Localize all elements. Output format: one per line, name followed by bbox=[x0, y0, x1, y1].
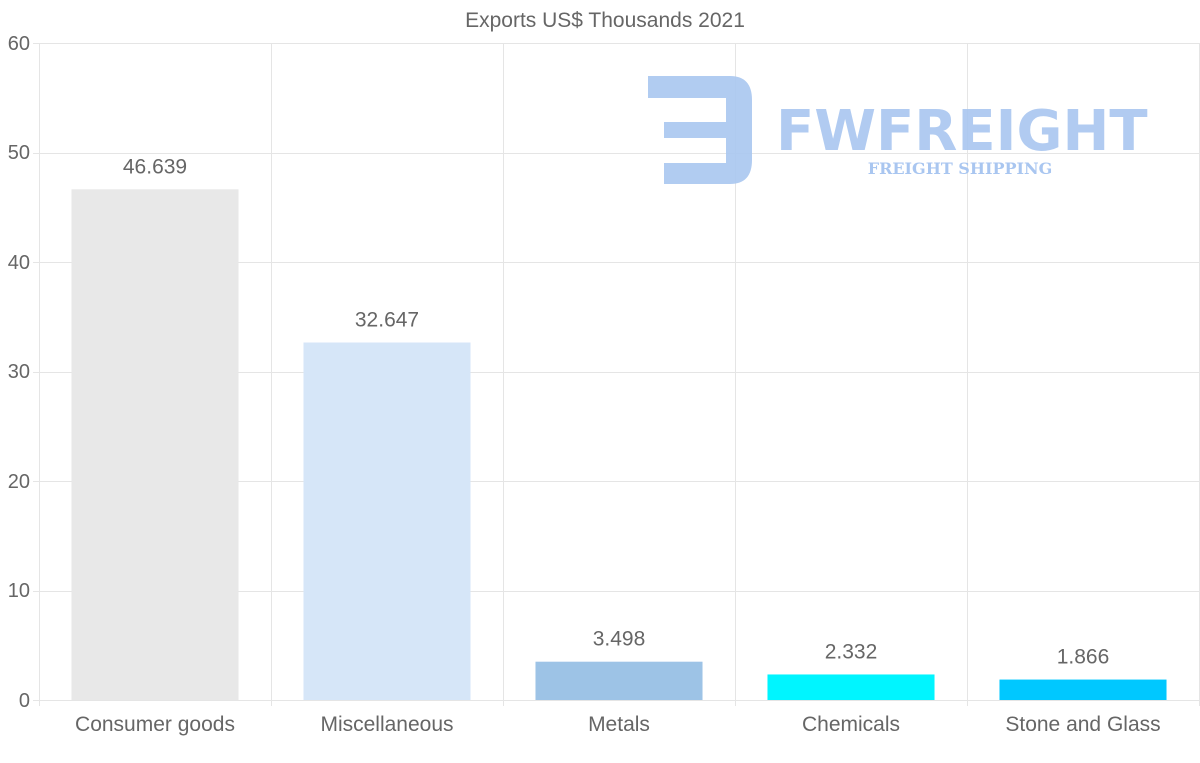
y-tick-label: 0 bbox=[19, 690, 30, 712]
bar-stone-and-glass bbox=[999, 679, 1167, 700]
data-label: 46.639 bbox=[123, 155, 187, 178]
bars bbox=[71, 189, 1167, 700]
y-tick-label: 50 bbox=[8, 142, 30, 164]
data-label: 32.647 bbox=[355, 309, 419, 332]
watermark-brand: FWFREIGHT bbox=[776, 99, 1148, 164]
x-tick-label: Chemicals bbox=[802, 713, 900, 736]
bar-metals bbox=[535, 661, 703, 700]
chart-title: Exports US$ Thousands 2021 bbox=[465, 9, 745, 32]
y-tick-label: 30 bbox=[8, 361, 30, 383]
data-label: 3.498 bbox=[593, 628, 646, 651]
fwfreight-logo: FWFREIGHT FREIGHT SHIPPING bbox=[648, 76, 1148, 184]
bar-miscellaneous bbox=[303, 342, 471, 700]
x-tick-label: Metals bbox=[588, 713, 650, 736]
y-tick-label: 60 bbox=[8, 33, 30, 55]
fwfreight-logo-mark bbox=[648, 76, 752, 184]
x-tick-label: Consumer goods bbox=[75, 713, 235, 736]
data-label: 1.866 bbox=[1057, 646, 1110, 669]
watermark-tagline: FREIGHT SHIPPING bbox=[868, 159, 1053, 178]
bar-chemicals bbox=[767, 674, 935, 700]
data-label: 2.332 bbox=[825, 640, 878, 663]
x-tick-label: Stone and Glass bbox=[1005, 713, 1160, 736]
y-tick-label: 20 bbox=[8, 471, 30, 493]
x-tick-label: Miscellaneous bbox=[320, 713, 453, 736]
y-tick-label: 40 bbox=[8, 252, 30, 274]
bar-consumer-goods bbox=[71, 189, 239, 700]
x-axis: Consumer goods Miscellaneous Metals Chem… bbox=[75, 713, 1161, 736]
y-axis: 0 10 20 30 40 50 60 bbox=[8, 33, 30, 712]
data-labels: 46.639 32.647 3.498 2.332 1.866 bbox=[123, 155, 1109, 668]
y-tick-label: 10 bbox=[8, 580, 30, 602]
